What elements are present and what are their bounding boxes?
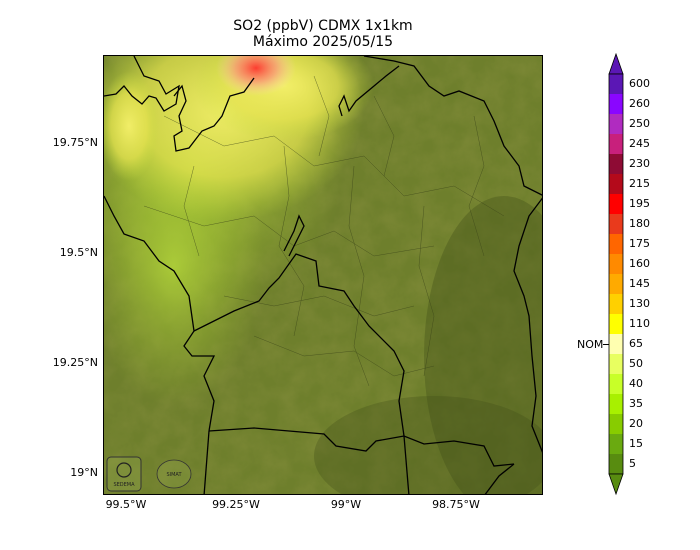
colorbar-label: 5 [629,457,636,470]
colorbar-label: 110 [629,317,650,330]
colorbar-segment [609,434,623,455]
colorbar-label: 130 [629,297,650,310]
plume-yellow-west [104,71,159,181]
colorbar-segment [609,334,623,355]
colorbar-label: 195 [629,197,650,210]
colorbar-label: 35 [629,397,643,410]
state-boundaries [104,56,542,494]
colorbar-label: 215 [629,177,650,190]
colorbar-segment [609,254,623,275]
eastern-highlands [424,196,542,494]
plume-red [216,56,296,96]
colorbar-segment [609,294,623,315]
map-title: SO2 (ppbV) CDMX 1x1km Máximo 2025/05/15 [103,18,543,50]
map-panel[interactable]: SEDEMA SIMAT [103,55,543,495]
colorbar-label: 180 [629,217,650,230]
colorbar-label: 145 [629,277,650,290]
title-line-2: Máximo 2025/05/15 [252,34,394,50]
x-tick-label: 99°W [330,498,362,511]
colorbar-label: 65 [629,337,643,350]
x-tick-label: 98.75°W [432,498,480,511]
y-tick-label: 19.25°N [52,356,98,369]
logo-tree-icon [116,462,132,478]
colorbar-segment [609,134,623,155]
colorbar-min-arrow [608,473,624,496]
colorbar-label: 260 [629,97,650,110]
colorbar-segment [609,274,623,295]
colorbar-segment [609,94,623,115]
nom-label: NOM [577,338,604,351]
colorbar-segment [609,114,623,135]
municipal-boundaries [143,75,505,387]
colorbar-segment [609,314,623,335]
colorbar-max-arrow [608,53,624,75]
colorbar-segment [609,454,623,475]
colorbar-label: 600 [629,77,650,90]
SIMAT-logo [156,459,192,489]
y-tick-label: 19.5°N [59,246,98,259]
colorbar-segment [609,194,623,215]
colorbar-segment [609,74,623,95]
colorbar-label: 20 [629,417,643,430]
colorbar-label: 160 [629,257,650,270]
title-line-1: SO2 (ppbV) CDMX 1x1km [233,18,413,34]
colorbar-label: 175 [629,237,650,250]
y-tick-label: 19°N [70,466,98,479]
SEDEMA-logo [106,456,142,492]
colorbar-segment [609,354,623,375]
colorbar-segment [609,374,623,395]
colorbar-segment [609,214,623,235]
colorbar-segment [609,394,623,415]
svg-text:SIMAT: SIMAT [166,472,182,478]
x-tick-label: 99.5°W [105,498,147,511]
colorbar [608,53,624,496]
colorbar-label: 230 [629,157,650,170]
x-tick-label: 99.25°W [212,498,260,511]
colorbar-label: 50 [629,357,643,370]
southern-highlands [314,396,542,494]
colorbar-segment [609,234,623,255]
so2-map: SEDEMA SIMAT [104,56,542,494]
colorbar-label: 245 [629,137,650,150]
colorbar-segment [609,414,623,435]
nom-tick [603,344,609,345]
y-tick-label: 19.75°N [52,136,98,149]
colorbar-label: 250 [629,117,650,130]
colorbar-label: 15 [629,437,643,450]
colorbar-label: 40 [629,377,643,390]
svg-text:SEDEMA: SEDEMA [113,482,135,488]
colorbar-segment [609,154,623,175]
colorbar-segment [609,174,623,195]
